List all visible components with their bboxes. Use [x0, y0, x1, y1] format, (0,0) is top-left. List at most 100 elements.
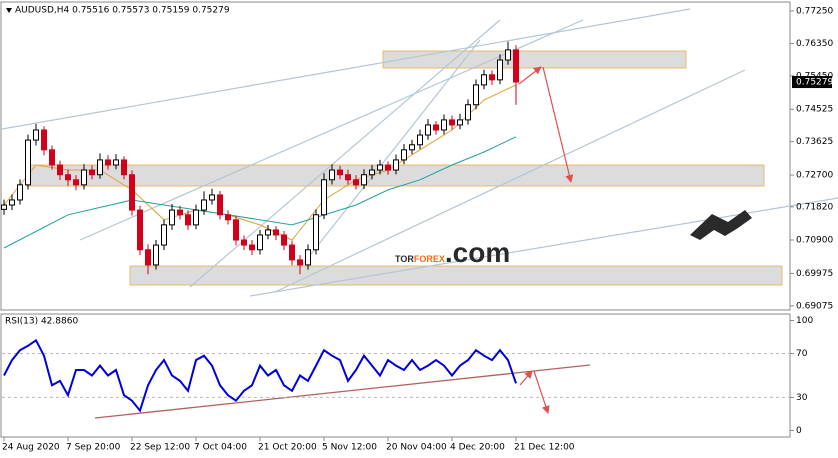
candle-body [377, 164, 383, 171]
trend-line [79, 19, 584, 241]
candle-body [361, 174, 367, 186]
candle-body [321, 179, 327, 216]
rsi-panel [0, 313, 791, 438]
dropdown-icon [6, 8, 12, 13]
y-tick-label: 0.69075 [796, 301, 833, 311]
x-tick-label: 21 Dec 12:00 [514, 443, 575, 453]
trend-line [299, 39, 481, 269]
candle-body [193, 209, 199, 226]
watermark-part: TOR [395, 254, 414, 264]
y-tick-label: 0.76350 [796, 39, 833, 49]
candle-body [393, 159, 399, 171]
candle-body [409, 144, 415, 151]
candle-body [353, 179, 359, 186]
candle-body [33, 129, 39, 141]
candle-body [177, 209, 183, 216]
candle-body [273, 229, 279, 236]
trend-line [274, 69, 746, 293]
candle-body [41, 129, 47, 151]
x-tick-label: 20 Nov 04:00 [386, 443, 447, 453]
candle-body [473, 84, 479, 106]
candle-body [249, 244, 255, 251]
y-tick-label: 0.74525 [796, 105, 833, 115]
candle-body [417, 134, 423, 146]
candle-body [385, 164, 391, 171]
candle-body [369, 169, 375, 176]
x-tick-label: 5 Nov 12:00 [322, 443, 377, 453]
y-tick-label: 0.73625 [796, 137, 833, 147]
candle-body [129, 174, 135, 211]
candle-body [305, 249, 311, 266]
x-tick-label: 22 Sep 12:00 [130, 443, 190, 453]
candle-body [465, 104, 471, 121]
candle-body [185, 214, 191, 226]
forecast-arrow [519, 370, 533, 386]
candle-body [225, 214, 231, 221]
x-tick-label: 7 Oct 04:00 [194, 443, 247, 453]
y-tick-label: 0.70900 [796, 236, 833, 246]
candle-body [73, 179, 79, 186]
candle-body [201, 199, 207, 211]
candle-body [241, 239, 247, 246]
candle-body [265, 229, 271, 236]
candle-body [49, 149, 55, 166]
rsi-line [3, 338, 517, 413]
candle-body [209, 194, 215, 201]
candle-body [25, 139, 31, 186]
candle-body [257, 234, 263, 251]
resistance-zone [382, 50, 687, 69]
trend-line [1, 8, 691, 130]
y-tick-label: 0.69975 [796, 269, 833, 279]
watermark-part: FOREX [414, 254, 445, 264]
x-tick-label: 4 Dec 20:00 [450, 443, 505, 453]
candle-body [65, 174, 71, 181]
candle-body [137, 209, 143, 251]
rsi-title: RSI(13) 42.8860 [5, 317, 78, 327]
rsi-trend-line [94, 364, 591, 419]
candle-body [449, 119, 455, 126]
candle-body [9, 199, 15, 206]
candle-body [57, 164, 63, 176]
candle-body [161, 224, 167, 246]
candle-body [513, 49, 519, 83]
x-tick-label: 7 Sep 20:00 [66, 443, 121, 453]
candle-body [217, 194, 223, 216]
y-tick-label: 0.72700 [796, 171, 833, 181]
candle-body [505, 49, 511, 61]
candle-body [489, 74, 495, 81]
candle-body [169, 209, 175, 226]
candle-body [145, 249, 151, 266]
candle-body [289, 244, 295, 261]
forecast-arrow [542, 66, 574, 183]
candle-body [17, 184, 23, 201]
candle-body [441, 119, 447, 131]
candle-body [313, 214, 319, 251]
candle-body [457, 119, 463, 126]
candle-body [105, 159, 111, 166]
watermark: TORFOREX.com [395, 237, 510, 268]
forecast-arrow [533, 370, 550, 414]
candle-body [425, 124, 431, 136]
candle-body [329, 169, 335, 181]
y-tick-label: 0.77250 [796, 6, 833, 16]
y-tick-label: 100 [796, 316, 813, 326]
candle-body [481, 74, 487, 86]
candle-body [433, 124, 439, 131]
y-tick-label: 0.71820 [796, 202, 833, 212]
watermark-part: .com [445, 237, 510, 268]
candle-body [113, 159, 119, 166]
marks: 0.772500.763500.754500.745250.736250.727… [1, 6, 833, 453]
y-tick-label: 30 [796, 393, 808, 403]
y-tick-label: 0 [796, 426, 802, 436]
bull-icon [690, 210, 752, 240]
candle-body [81, 169, 87, 186]
candle-body [1, 204, 7, 210]
candle-body [401, 149, 407, 161]
x-tick-label: 21 Oct 20:00 [258, 443, 317, 453]
trend-lines [1, 8, 838, 297]
candle-body [345, 174, 351, 181]
support-zone [129, 265, 783, 286]
candle-body [121, 159, 127, 176]
candle-body [497, 59, 503, 81]
